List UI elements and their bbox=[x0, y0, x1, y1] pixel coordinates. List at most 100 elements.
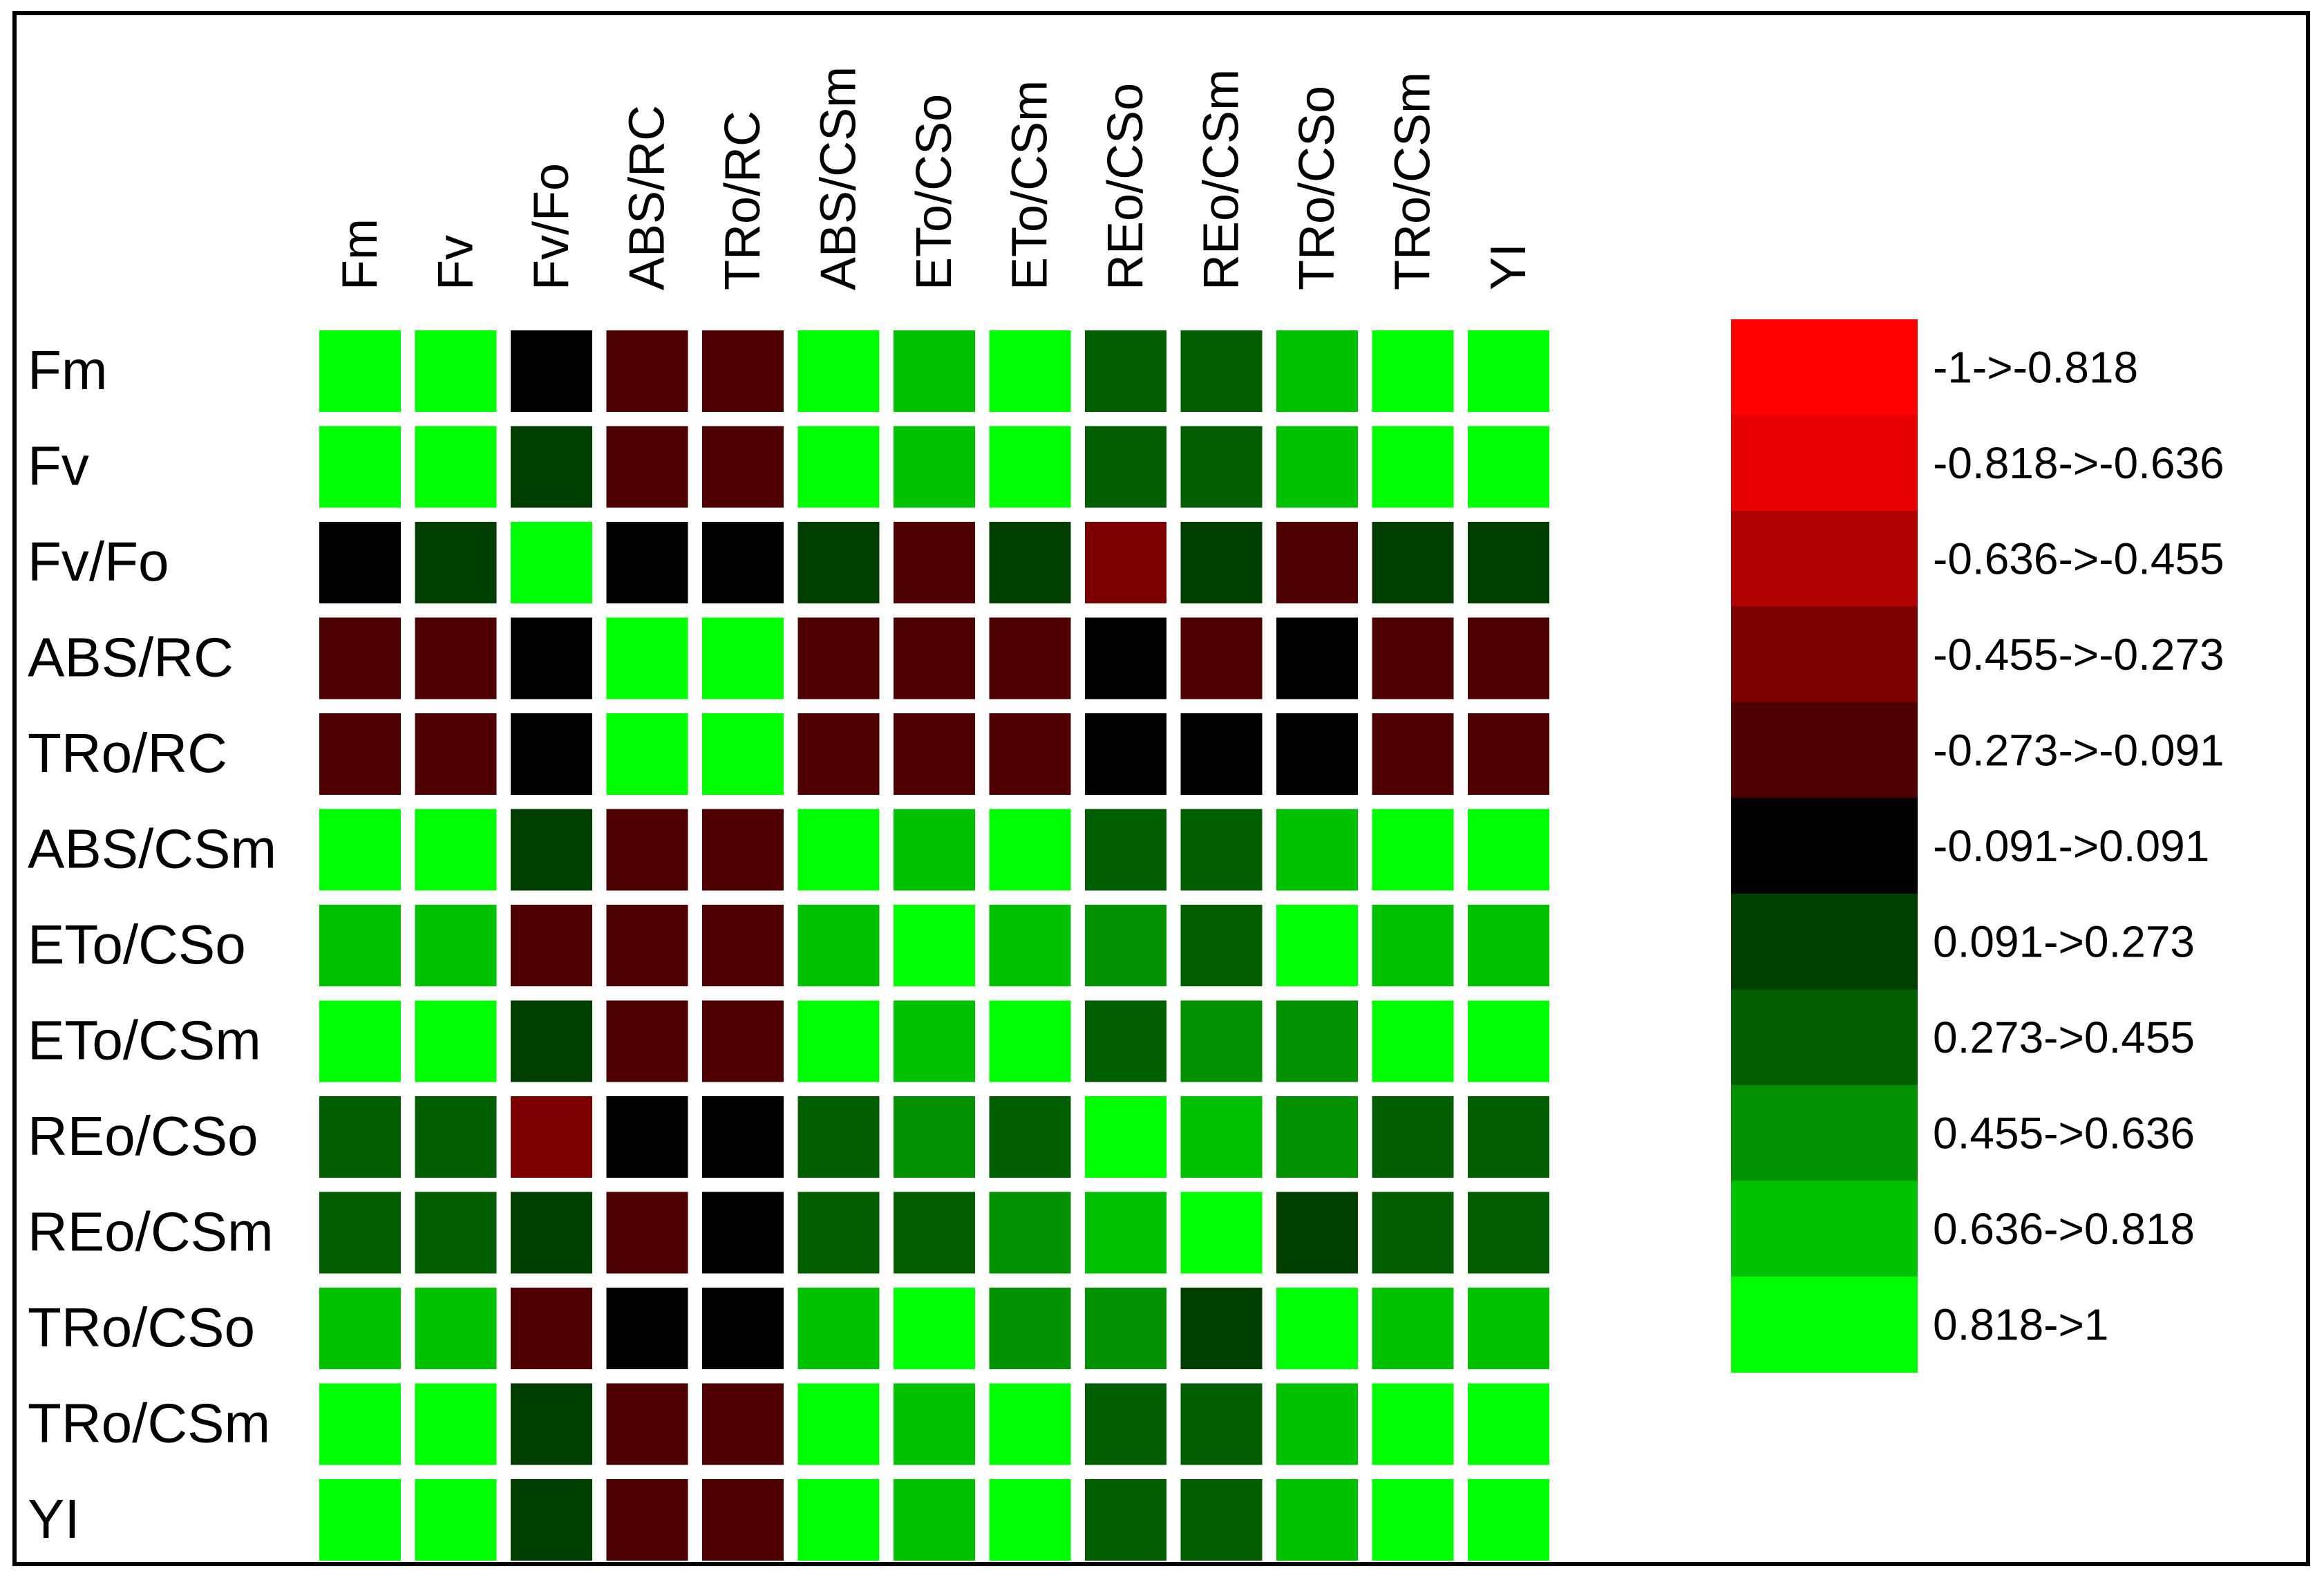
heatmap-cell-yi-reo-cso bbox=[1085, 1479, 1166, 1561]
heatmap-cell-tro-csm-fv-fo bbox=[511, 1383, 592, 1465]
heatmap-cell-yi-abs-csm bbox=[797, 1479, 880, 1561]
heatmap-cell-reo-cso-reo-cso bbox=[1085, 1096, 1166, 1178]
heatmap-cell-reo-cso-fv-fo bbox=[511, 1096, 592, 1178]
heatmap-cell-fv-fo-abs-rc bbox=[606, 522, 688, 603]
column-label-tro-cso: TRo/CSo bbox=[1289, 86, 1345, 290]
heatmap-cell-eto-cso-tro-cso bbox=[1276, 905, 1358, 986]
heatmap-cell-reo-csm-tro-csm bbox=[1372, 1192, 1454, 1274]
heatmap-cell-yi-abs-rc bbox=[606, 1479, 688, 1561]
heatmap-cell-fv-fo-tro-cso bbox=[1276, 522, 1358, 603]
heatmap-cell-reo-csm-reo-csm bbox=[1180, 1192, 1263, 1274]
heatmap-cell-fv-fv bbox=[415, 426, 497, 508]
heatmap-cell-eto-csm-abs-rc bbox=[606, 1000, 688, 1082]
heatmap-cell-abs-rc-tro-csm bbox=[1372, 617, 1454, 699]
heatmap-cell-reo-cso-yi bbox=[1468, 1096, 1549, 1178]
heatmap-cell-reo-cso-tro-csm bbox=[1372, 1096, 1454, 1178]
heatmap-cell-fm-fv-fo bbox=[511, 330, 592, 412]
legend-label-2: -0.636->-0.455 bbox=[1933, 534, 2224, 583]
heatmap-cell-tro-cso-tro-cso bbox=[1276, 1288, 1358, 1369]
heatmap-cell-fm-eto-cso bbox=[894, 330, 975, 412]
heatmap-cell-fm-yi bbox=[1468, 330, 1549, 412]
legend-label-10: 0.818->1 bbox=[1933, 1299, 2108, 1349]
heatmap-cell-tro-cso-tro-csm bbox=[1372, 1288, 1454, 1369]
heatmap-cell-fm-fv bbox=[415, 330, 497, 412]
heatmap-cell-fv-fo-eto-csm bbox=[989, 522, 1071, 603]
heatmap-chart: Fm Fv Fv/Fo ABS/RC TRo/RC ABS/CSm ETo/CSo ETo/C… bbox=[12, 11, 2310, 1566]
heatmap-cell-eto-csm-eto-csm bbox=[989, 1000, 1071, 1082]
heatmap-cell-fm-fm bbox=[319, 330, 401, 412]
heatmap-cell-fv-yi bbox=[1468, 426, 1549, 508]
heatmap-cell-abs-csm-abs-rc bbox=[606, 809, 688, 891]
heatmap-cell-yi-tro-cso bbox=[1276, 1479, 1358, 1561]
heatmap-cell-eto-csm-tro-csm bbox=[1372, 1000, 1454, 1082]
heatmap-cell-fv-fo-yi bbox=[1468, 522, 1549, 603]
column-label-tro-rc: TRo/RC bbox=[715, 111, 771, 290]
heatmap-cell-fv-fo-fv-fo bbox=[511, 522, 592, 603]
heatmap-cell-yi-eto-cso bbox=[894, 1479, 975, 1561]
row-label-tro-cso: TRo/CSo bbox=[28, 1297, 255, 1358]
legend-swatch-5 bbox=[1731, 798, 1918, 894]
heatmap-cell-yi-fv-fo bbox=[511, 1479, 592, 1561]
heatmap-cell-abs-rc-yi bbox=[1468, 617, 1549, 699]
heatmap-cell-eto-csm-fm bbox=[319, 1000, 401, 1082]
heatmap-cell-tro-cso-abs-rc bbox=[606, 1288, 688, 1369]
heatmap-cell-yi-reo-csm bbox=[1180, 1479, 1263, 1561]
column-label-eto-cso: ETo/CSo bbox=[907, 94, 962, 290]
row-label-fv: Fv bbox=[28, 435, 89, 497]
heatmap-svg: Fm Fv Fv/Fo ABS/RC TRo/RC ABS/CSm ETo/CSo ETo/C… bbox=[28, 66, 2224, 1561]
row-label-reo-cso: REo/CSo bbox=[28, 1105, 258, 1167]
column-label-fv-fo: Fv/Fo bbox=[524, 163, 579, 290]
heatmap-cell-tro-csm-abs-rc bbox=[606, 1383, 688, 1465]
heatmap-cell-yi-yi bbox=[1468, 1479, 1549, 1561]
legend-label-0: -1->-0.818 bbox=[1933, 342, 2138, 392]
heatmap-cell-reo-cso-eto-cso bbox=[894, 1096, 975, 1178]
heatmap-cell-tro-rc-eto-cso bbox=[894, 713, 975, 795]
heatmap-cell-eto-cso-reo-cso bbox=[1085, 905, 1166, 986]
heatmap-cell-tro-cso-fv bbox=[415, 1288, 497, 1369]
heatmap-cell-eto-cso-tro-rc bbox=[702, 905, 784, 986]
heatmap-cell-fv-fo-eto-cso bbox=[894, 522, 975, 603]
heatmap-cell-fv-fo-fv bbox=[415, 522, 497, 603]
heatmap-cell-reo-cso-fm bbox=[319, 1096, 401, 1178]
heatmap-cell-abs-csm-fv bbox=[415, 809, 497, 891]
column-label-fv: Fv bbox=[428, 235, 484, 290]
heatmap-cell-reo-cso-eto-csm bbox=[989, 1096, 1071, 1178]
legend-swatch-2 bbox=[1731, 511, 1918, 607]
heatmap-cell-fv-fm bbox=[319, 426, 401, 508]
heatmap-cell-fv-abs-rc bbox=[606, 426, 688, 508]
heatmap-cell-fv-eto-cso bbox=[894, 426, 975, 508]
heatmap-cell-eto-csm-eto-cso bbox=[894, 1000, 975, 1082]
heatmap-cell-tro-rc-reo-csm bbox=[1180, 713, 1263, 795]
heatmap-cell-reo-csm-eto-csm bbox=[989, 1192, 1071, 1274]
legend-label-4: -0.273->-0.091 bbox=[1933, 725, 2224, 775]
heatmap-cell-fv-tro-csm bbox=[1372, 426, 1454, 508]
heatmap-cell-tro-csm-eto-cso bbox=[894, 1383, 975, 1465]
heatmap-cell-abs-rc-fm bbox=[319, 617, 401, 699]
heatmap-cell-eto-cso-fv-fo bbox=[511, 905, 592, 986]
heatmap-cell-tro-cso-fm bbox=[319, 1288, 401, 1369]
heatmap-cell-fv-fo-reo-cso bbox=[1085, 522, 1166, 603]
heatmap-cell-fm-reo-csm bbox=[1180, 330, 1263, 412]
heatmap-cell-abs-csm-tro-cso bbox=[1276, 809, 1358, 891]
heatmap-cell-abs-rc-tro-cso bbox=[1276, 617, 1358, 699]
heatmap-cell-eto-cso-eto-csm bbox=[989, 905, 1071, 986]
heatmap-cell-yi-fv bbox=[415, 1479, 497, 1561]
heatmap-cell-tro-csm-tro-csm bbox=[1372, 1383, 1454, 1465]
heatmap-cell-tro-rc-tro-rc bbox=[702, 713, 784, 795]
legend-label-1: -0.818->-0.636 bbox=[1933, 438, 2224, 488]
heatmap-cell-fv-abs-csm bbox=[797, 426, 880, 508]
heatmap-cell-fv-fo-fm bbox=[319, 522, 401, 603]
heatmap-cell-abs-rc-abs-rc bbox=[606, 617, 688, 699]
heatmap-cell-eto-cso-yi bbox=[1468, 905, 1549, 986]
heatmap-cell-tro-csm-tro-cso bbox=[1276, 1383, 1358, 1465]
legend-label-3: -0.455->-0.273 bbox=[1933, 630, 2224, 679]
heatmap-cell-fv-fo-tro-csm bbox=[1372, 522, 1454, 603]
heatmap-cell-tro-cso-reo-cso bbox=[1085, 1288, 1166, 1369]
heatmap-cell-abs-rc-fv bbox=[415, 617, 497, 699]
heatmap-cell-fm-tro-cso bbox=[1276, 330, 1358, 412]
row-label-eto-cso: ETo/CSo bbox=[28, 914, 246, 975]
column-label-reo-csm: REo/CSm bbox=[1194, 69, 1249, 290]
heatmap-cell-reo-cso-tro-cso bbox=[1276, 1096, 1358, 1178]
heatmap-cell-eto-csm-tro-rc bbox=[702, 1000, 784, 1082]
heatmap-cell-reo-csm-eto-cso bbox=[894, 1192, 975, 1274]
